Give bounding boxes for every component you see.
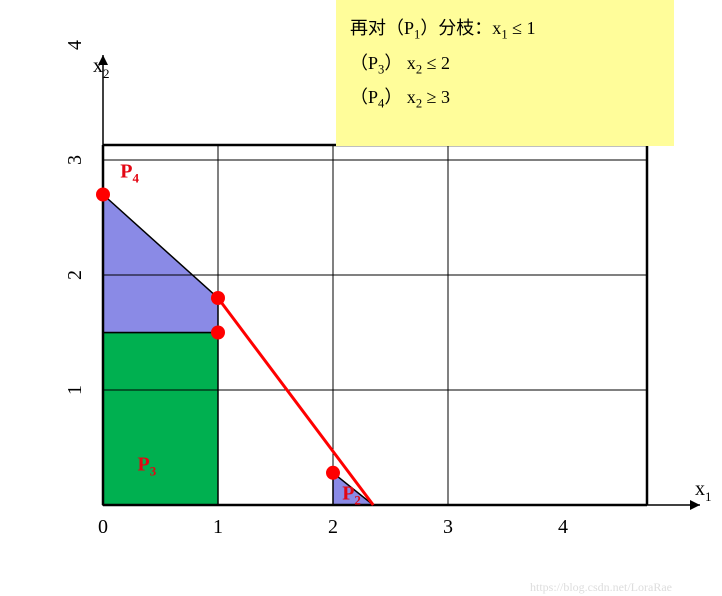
svg-text:1: 1 xyxy=(64,385,86,395)
watermark-text: https://blog.csdn.net/LoraRae xyxy=(530,580,672,594)
svg-text:x1: x1 xyxy=(695,478,712,504)
note-text: 再对（P xyxy=(350,18,414,38)
note-text: ≥ 3 xyxy=(422,87,450,107)
svg-text:x2: x2 xyxy=(93,55,110,81)
watermark: https://blog.csdn.net/LoraRae xyxy=(530,580,672,595)
svg-text:2: 2 xyxy=(64,270,86,280)
note-text: ） x xyxy=(384,53,416,73)
svg-text:2: 2 xyxy=(328,516,338,538)
note-text: ） x xyxy=(384,87,416,107)
svg-text:3: 3 xyxy=(64,155,86,165)
note-text: ≤ 1 xyxy=(508,18,536,38)
note-text: （P xyxy=(350,87,378,107)
svg-text:1: 1 xyxy=(213,516,223,538)
svg-text:4: 4 xyxy=(558,516,568,538)
svg-text:P4: P4 xyxy=(120,160,139,185)
note-text: ）分枝：x xyxy=(420,18,501,38)
svg-text:4: 4 xyxy=(64,40,86,50)
note-line-2: （P3） x2 ≤ 2 xyxy=(350,49,660,78)
note-line-3: （P4） x2 ≥ 3 xyxy=(350,83,660,112)
note-box: 再对（P1）分枝：x1 ≤ 1 （P3） x2 ≤ 2 （P4） x2 ≥ 3 xyxy=(336,0,674,146)
note-text: ≤ 2 xyxy=(422,53,450,73)
svg-text:3: 3 xyxy=(443,516,453,538)
note-text: （P xyxy=(350,53,378,73)
note-line-1: 再对（P1）分枝：x1 ≤ 1 xyxy=(350,14,660,43)
svg-text:0: 0 xyxy=(98,516,108,538)
